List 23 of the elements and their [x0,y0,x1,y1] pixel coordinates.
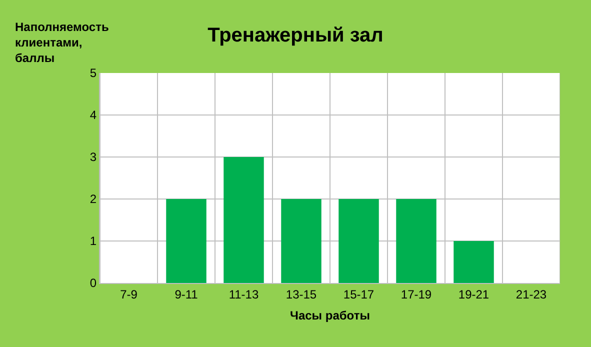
y-tick-label: 3 [90,150,97,164]
x-tick-label: 9-11 [174,287,198,302]
x-tick-label: 15-17 [343,287,374,302]
x-tick-label: 11-13 [228,287,259,302]
y-tick-label: 1 [90,234,97,248]
x-tick-label: 17-19 [400,287,432,302]
x-tick-label: 19-21 [458,287,490,302]
x-tick-label: 7-9 [120,287,138,302]
bar [338,199,379,283]
bar [454,241,494,283]
bar [166,199,206,283]
bar [224,157,264,283]
y-axis-title: Наполняемость клиентами, баллы [15,20,109,66]
chart-title: Тренажерный зал [208,24,384,47]
x-axis-title: Часы работы [290,308,370,322]
y-tick-label: 2 [90,192,97,206]
y-tick-label: 4 [90,108,97,122]
y-tick-label: 5 [90,66,97,80]
bar [281,199,322,283]
bar [396,199,436,283]
x-tick-label: 21-23 [516,287,547,302]
y-tick-label: 0 [90,276,97,290]
x-tick-label: 13-15 [286,287,317,302]
